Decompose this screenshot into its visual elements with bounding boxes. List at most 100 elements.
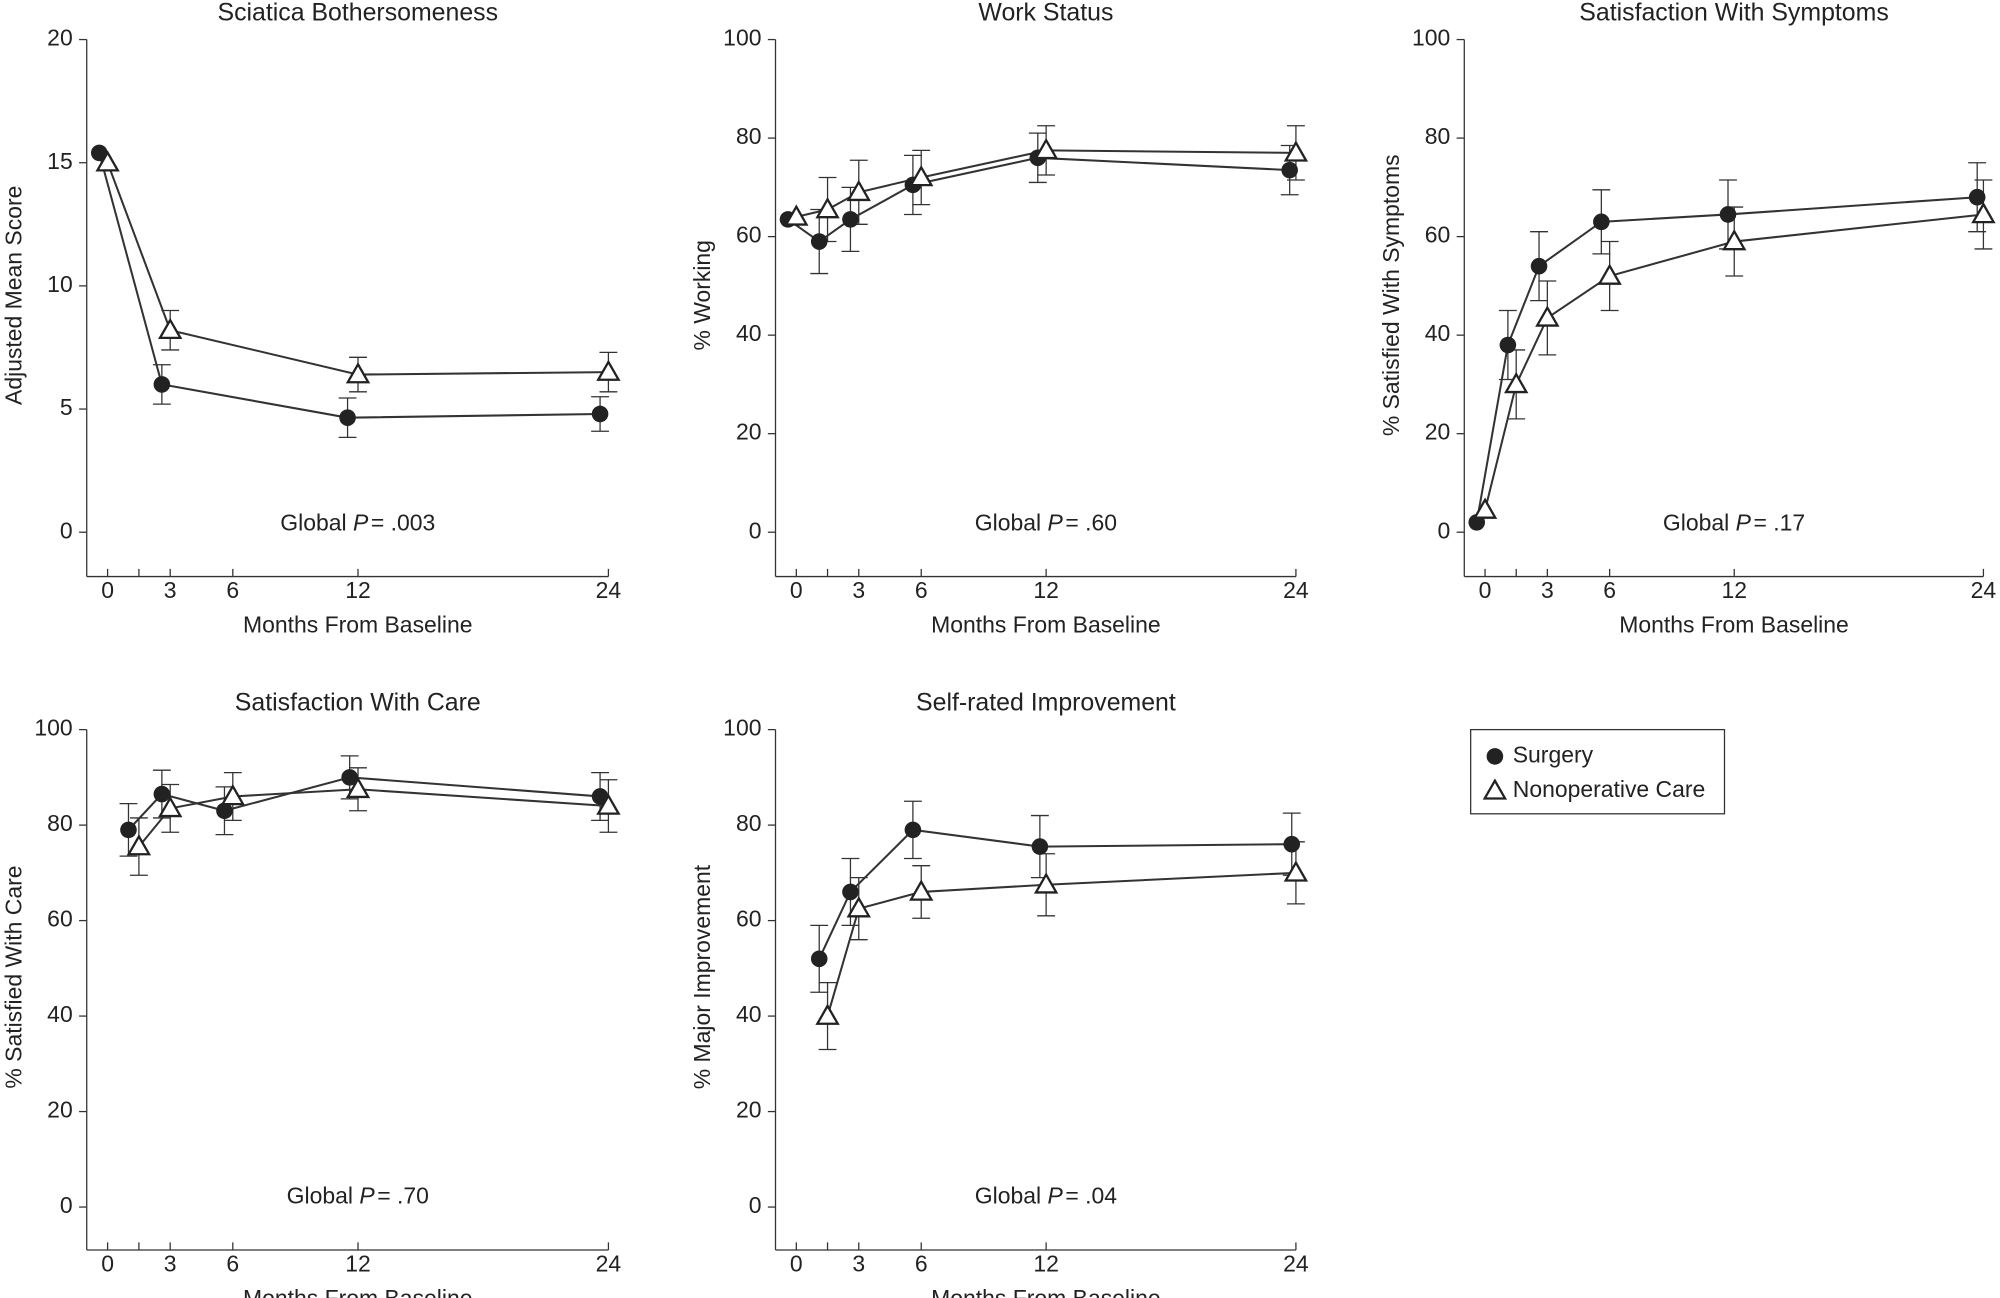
- marker: [815, 1003, 840, 1025]
- y-tick-label: 5: [60, 394, 73, 420]
- x-tick-label: 6: [1603, 577, 1616, 603]
- y-tick-label: 0: [60, 1192, 73, 1218]
- y-tick-label: 20: [736, 419, 762, 445]
- y-tick-label: 0: [749, 517, 762, 543]
- y-tick-label: 100: [34, 715, 72, 741]
- marker: [216, 802, 233, 820]
- x-tick-label: 24: [1971, 577, 1997, 603]
- x-tick-label: 3: [1541, 577, 1554, 603]
- x-tick-label: 24: [1283, 1250, 1309, 1276]
- marker: [220, 783, 245, 806]
- x-tick-label: 3: [852, 577, 865, 603]
- x-tick-label: 12: [345, 577, 371, 603]
- y-tick-label: 40: [736, 320, 762, 346]
- annotation-value: = .04: [1065, 1183, 1117, 1209]
- series-line: [106, 162, 609, 376]
- y-axis-label: % Major Improvement: [689, 864, 715, 1089]
- legend-label: Surgery: [1513, 741, 1594, 767]
- x-tick-label: 6: [915, 1250, 928, 1276]
- chart-title: Satisfaction With Symptoms: [1579, 0, 1888, 27]
- marker: [1281, 161, 1298, 179]
- legend-marker: [1486, 748, 1504, 765]
- series-line: [1475, 196, 1978, 523]
- y-axis-label: % Satisfied With Symptoms: [1378, 154, 1404, 436]
- y-tick-label: 80: [736, 810, 762, 836]
- y-tick-label: 80: [736, 123, 762, 149]
- marker: [784, 204, 809, 226]
- chart-title: Sciatica Bothersomeness: [218, 0, 499, 27]
- annotation-text: Global: [287, 1183, 353, 1209]
- marker: [90, 144, 108, 162]
- x-tick-label: 24: [1283, 577, 1309, 603]
- marker: [1033, 872, 1059, 894]
- x-axis-label: Months From Baseline: [1619, 611, 1848, 637]
- legend-label: Nonoperative Care: [1513, 776, 1706, 802]
- y-tick-label: 60: [736, 222, 762, 248]
- x-tick-label: 6: [915, 577, 928, 603]
- marker: [153, 376, 171, 393]
- y-tick-label: 15: [47, 148, 73, 174]
- y-tick-label: 20: [47, 1097, 73, 1123]
- marker: [1719, 206, 1737, 223]
- series-line: [818, 828, 1292, 960]
- annotation-text: Global: [975, 509, 1041, 535]
- x-tick-label: 0: [790, 1250, 803, 1276]
- annotation: Global P = .17: [1663, 509, 1805, 535]
- marker: [815, 197, 840, 219]
- annotation-symbol: P: [359, 1183, 375, 1209]
- y-tick-label: 40: [736, 1001, 762, 1027]
- chart-title: Satisfaction With Care: [235, 689, 481, 717]
- marker: [904, 821, 922, 839]
- x-axis-label: Months From Baseline: [931, 611, 1160, 637]
- marker: [126, 834, 152, 856]
- y-tick-label: 80: [47, 810, 73, 836]
- y-tick-label: 0: [749, 1192, 762, 1218]
- annotation-value: = .003: [371, 509, 435, 535]
- marker: [341, 769, 358, 786]
- annotation-symbol: P: [1736, 509, 1752, 535]
- y-tick-label: 100: [723, 715, 761, 741]
- annotation: Global P = .60: [975, 509, 1117, 535]
- chart-title: Self-rated Improvement: [916, 689, 1176, 717]
- annotation-symbol: P: [353, 509, 369, 535]
- x-tick-label: 0: [790, 577, 803, 603]
- marker: [1971, 201, 1996, 224]
- y-tick-label: 0: [1437, 517, 1450, 543]
- y-tick-label: 60: [736, 906, 762, 932]
- x-axis-label: Months From Baseline: [931, 1285, 1160, 1298]
- x-tick-label: 3: [164, 577, 177, 603]
- y-tick-label: 20: [736, 1097, 762, 1123]
- marker: [345, 362, 371, 384]
- marker: [158, 795, 183, 818]
- marker: [1968, 188, 1986, 206]
- marker: [846, 179, 871, 202]
- annotation-symbol: P: [1048, 509, 1064, 535]
- y-tick-label: 40: [1425, 320, 1451, 346]
- marker: [596, 793, 621, 815]
- annotation-value: = .70: [377, 1183, 429, 1209]
- x-tick-label: 24: [596, 1250, 622, 1276]
- y-tick-label: 40: [47, 1001, 73, 1027]
- marker: [153, 785, 171, 803]
- x-tick-label: 12: [1033, 577, 1059, 603]
- y-axis-label: % Working: [689, 240, 715, 350]
- annotation-value: = .17: [1754, 509, 1806, 535]
- series-line: [138, 788, 609, 848]
- marker: [596, 359, 621, 381]
- x-tick-label: 6: [226, 1250, 239, 1276]
- marker: [1593, 213, 1610, 231]
- y-axis-label: % Satisfied With Care: [0, 866, 26, 1089]
- series-line: [826, 871, 1296, 1017]
- marker: [810, 233, 828, 250]
- y-tick-label: 60: [47, 906, 73, 932]
- annotation-symbol: P: [1048, 1183, 1064, 1209]
- annotation-value: = .60: [1065, 509, 1117, 535]
- marker: [1283, 835, 1301, 853]
- marker: [909, 879, 934, 901]
- x-tick-label: 0: [1479, 577, 1492, 603]
- marker: [158, 317, 183, 340]
- annotation: Global P = .003: [280, 509, 435, 535]
- chart-title: Work Status: [978, 0, 1113, 27]
- x-tick-label: 12: [1033, 1250, 1059, 1276]
